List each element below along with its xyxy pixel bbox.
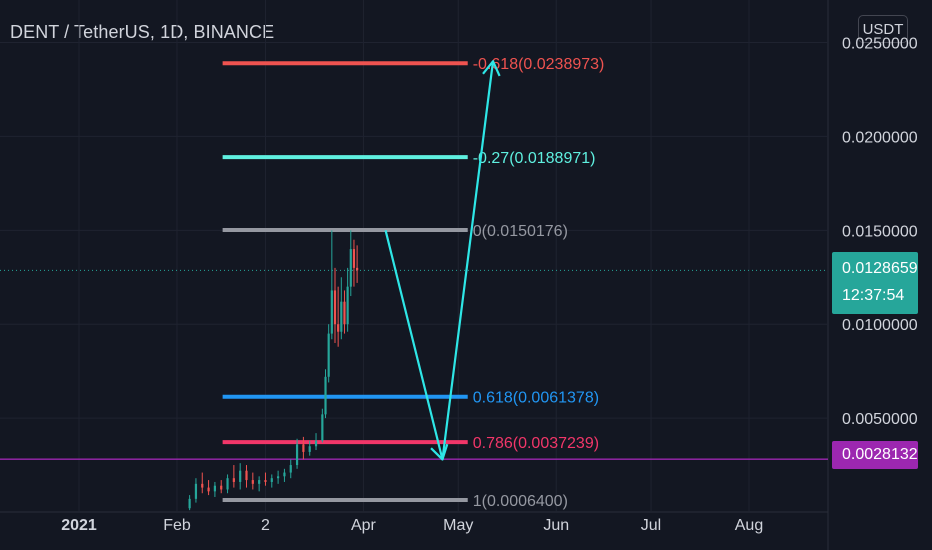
candle-body [321, 414, 324, 441]
y-tick-label: 0.0100000 [842, 317, 918, 334]
candle-body [245, 470, 248, 481]
candle-body [270, 478, 273, 482]
candle-body [201, 483, 204, 488]
projection-arrows[interactable] [384, 60, 501, 461]
x-tick-label: Jun [543, 517, 569, 534]
currency-button[interactable]: USDT [858, 15, 908, 43]
candle-body [239, 470, 242, 482]
candle-body [207, 487, 210, 492]
candle-body [226, 478, 229, 490]
horizontal-lines [0, 269, 828, 460]
candle-body [308, 446, 311, 452]
candle-body [251, 480, 254, 484]
candle-body [333, 290, 337, 325]
x-tick-label: May [443, 517, 473, 534]
x-tick-label: Jul [641, 517, 661, 534]
arrow-head [482, 60, 501, 77]
arrow-head [430, 443, 449, 461]
candle-body [314, 440, 318, 447]
candle-body [349, 249, 352, 287]
candle-body [337, 324, 340, 332]
x-axis: 2021 Feb 2 Apr May Jun Jul Aug [61, 517, 763, 534]
x-tick-label: Feb [163, 517, 191, 534]
last-price-value: 0.0128659 [842, 260, 918, 277]
candle-body [324, 376, 327, 415]
candle-body [302, 444, 305, 452]
x-tick-label: Aug [735, 517, 763, 534]
last-price-badge: 0.0128659 12:37:54 [832, 252, 918, 314]
candle-body [343, 301, 346, 325]
fib-level-label: 0.618(0.0061378) [473, 390, 599, 407]
y-tick-label: 0.0150000 [842, 223, 918, 240]
x-tick-label: 2021 [61, 517, 97, 534]
candle-body [356, 267, 359, 271]
horizontal-line-price-badge: 0.0028132 [832, 441, 918, 469]
candle-body [213, 485, 217, 492]
grid [0, 0, 829, 550]
candle-body [264, 480, 267, 482]
y-tick-label: 0.0250000 [842, 36, 918, 53]
candle-body [295, 444, 299, 466]
y-tick-label: 0.0200000 [842, 129, 918, 146]
candle-body [283, 472, 286, 477]
candles [188, 230, 359, 511]
fib-level-label: 0.786(0.0037239) [473, 435, 599, 452]
candle-body [330, 290, 333, 334]
candle-body [194, 483, 198, 499]
y-axis: 0.0050000 0.0100000 0.0150000 0.0200000 0.02… [842, 36, 918, 429]
fib-levels[interactable]: -0.618(0.0238973) -0.27(0.0188971) 0(0.015… [222, 56, 605, 510]
candle-body [188, 498, 191, 509]
x-tick-label: 2 [261, 517, 270, 534]
fib-level-label: -0.27(0.0188971) [473, 150, 596, 167]
candle-body [258, 480, 261, 484]
candle-body [346, 286, 349, 325]
candle-body [327, 333, 330, 377]
candle-countdown: 12:37:54 [842, 287, 905, 304]
fib-level-label: 0(0.0150176) [473, 223, 568, 240]
candle-body [352, 249, 356, 268]
candle-body [232, 478, 235, 482]
fib-level-label: -0.618(0.0238973) [473, 56, 605, 73]
candle-body [289, 465, 292, 473]
candle-body [277, 476, 280, 479]
fib-level-label: 1(0.0006400) [473, 493, 568, 510]
chart-title: DENT / TetherUS, 1D, BINANCE [10, 22, 275, 42]
candle-body [340, 301, 343, 332]
y-tick-label: 0.0050000 [842, 411, 918, 428]
x-tick-label: Apr [351, 517, 377, 534]
candle-body [220, 485, 223, 490]
